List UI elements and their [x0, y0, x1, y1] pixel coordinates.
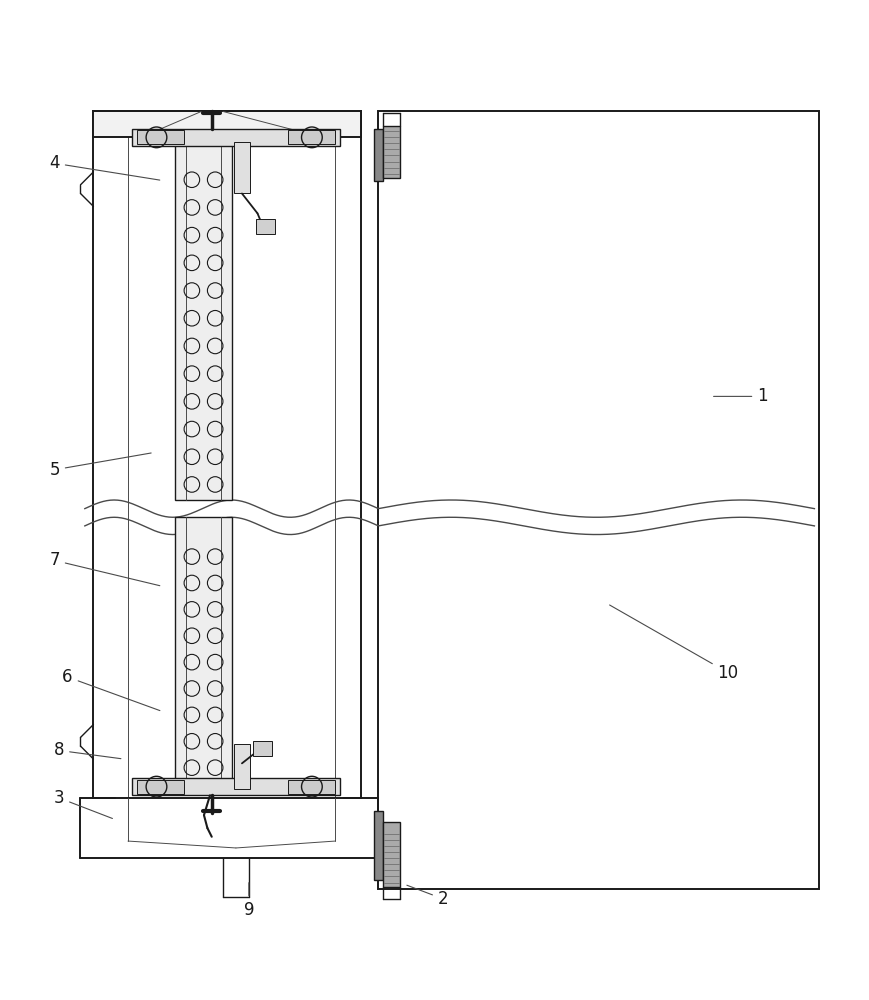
- Bar: [374, 811, 382, 880]
- Bar: [176, 517, 232, 785]
- Text: 1: 1: [713, 387, 768, 405]
- Bar: [253, 741, 272, 756]
- Bar: [374, 129, 382, 181]
- Bar: [378, 111, 819, 889]
- Text: 2: 2: [407, 885, 448, 908]
- Bar: [382, 126, 400, 178]
- Bar: [288, 130, 335, 144]
- Text: 3: 3: [54, 789, 112, 818]
- Text: 7: 7: [50, 551, 160, 586]
- Text: 8: 8: [54, 741, 121, 759]
- Bar: [132, 778, 340, 795]
- Bar: [382, 822, 400, 887]
- Bar: [176, 142, 232, 500]
- Text: 10: 10: [609, 605, 739, 682]
- Bar: [255, 219, 275, 234]
- Bar: [234, 142, 249, 193]
- Text: 6: 6: [63, 668, 160, 711]
- Text: 5: 5: [50, 453, 151, 479]
- Text: 4: 4: [50, 154, 160, 180]
- Text: 9: 9: [243, 883, 254, 919]
- Bar: [288, 780, 335, 794]
- Bar: [136, 130, 184, 144]
- Bar: [132, 129, 340, 146]
- Bar: [234, 744, 249, 789]
- Bar: [94, 111, 362, 137]
- Bar: [136, 780, 184, 794]
